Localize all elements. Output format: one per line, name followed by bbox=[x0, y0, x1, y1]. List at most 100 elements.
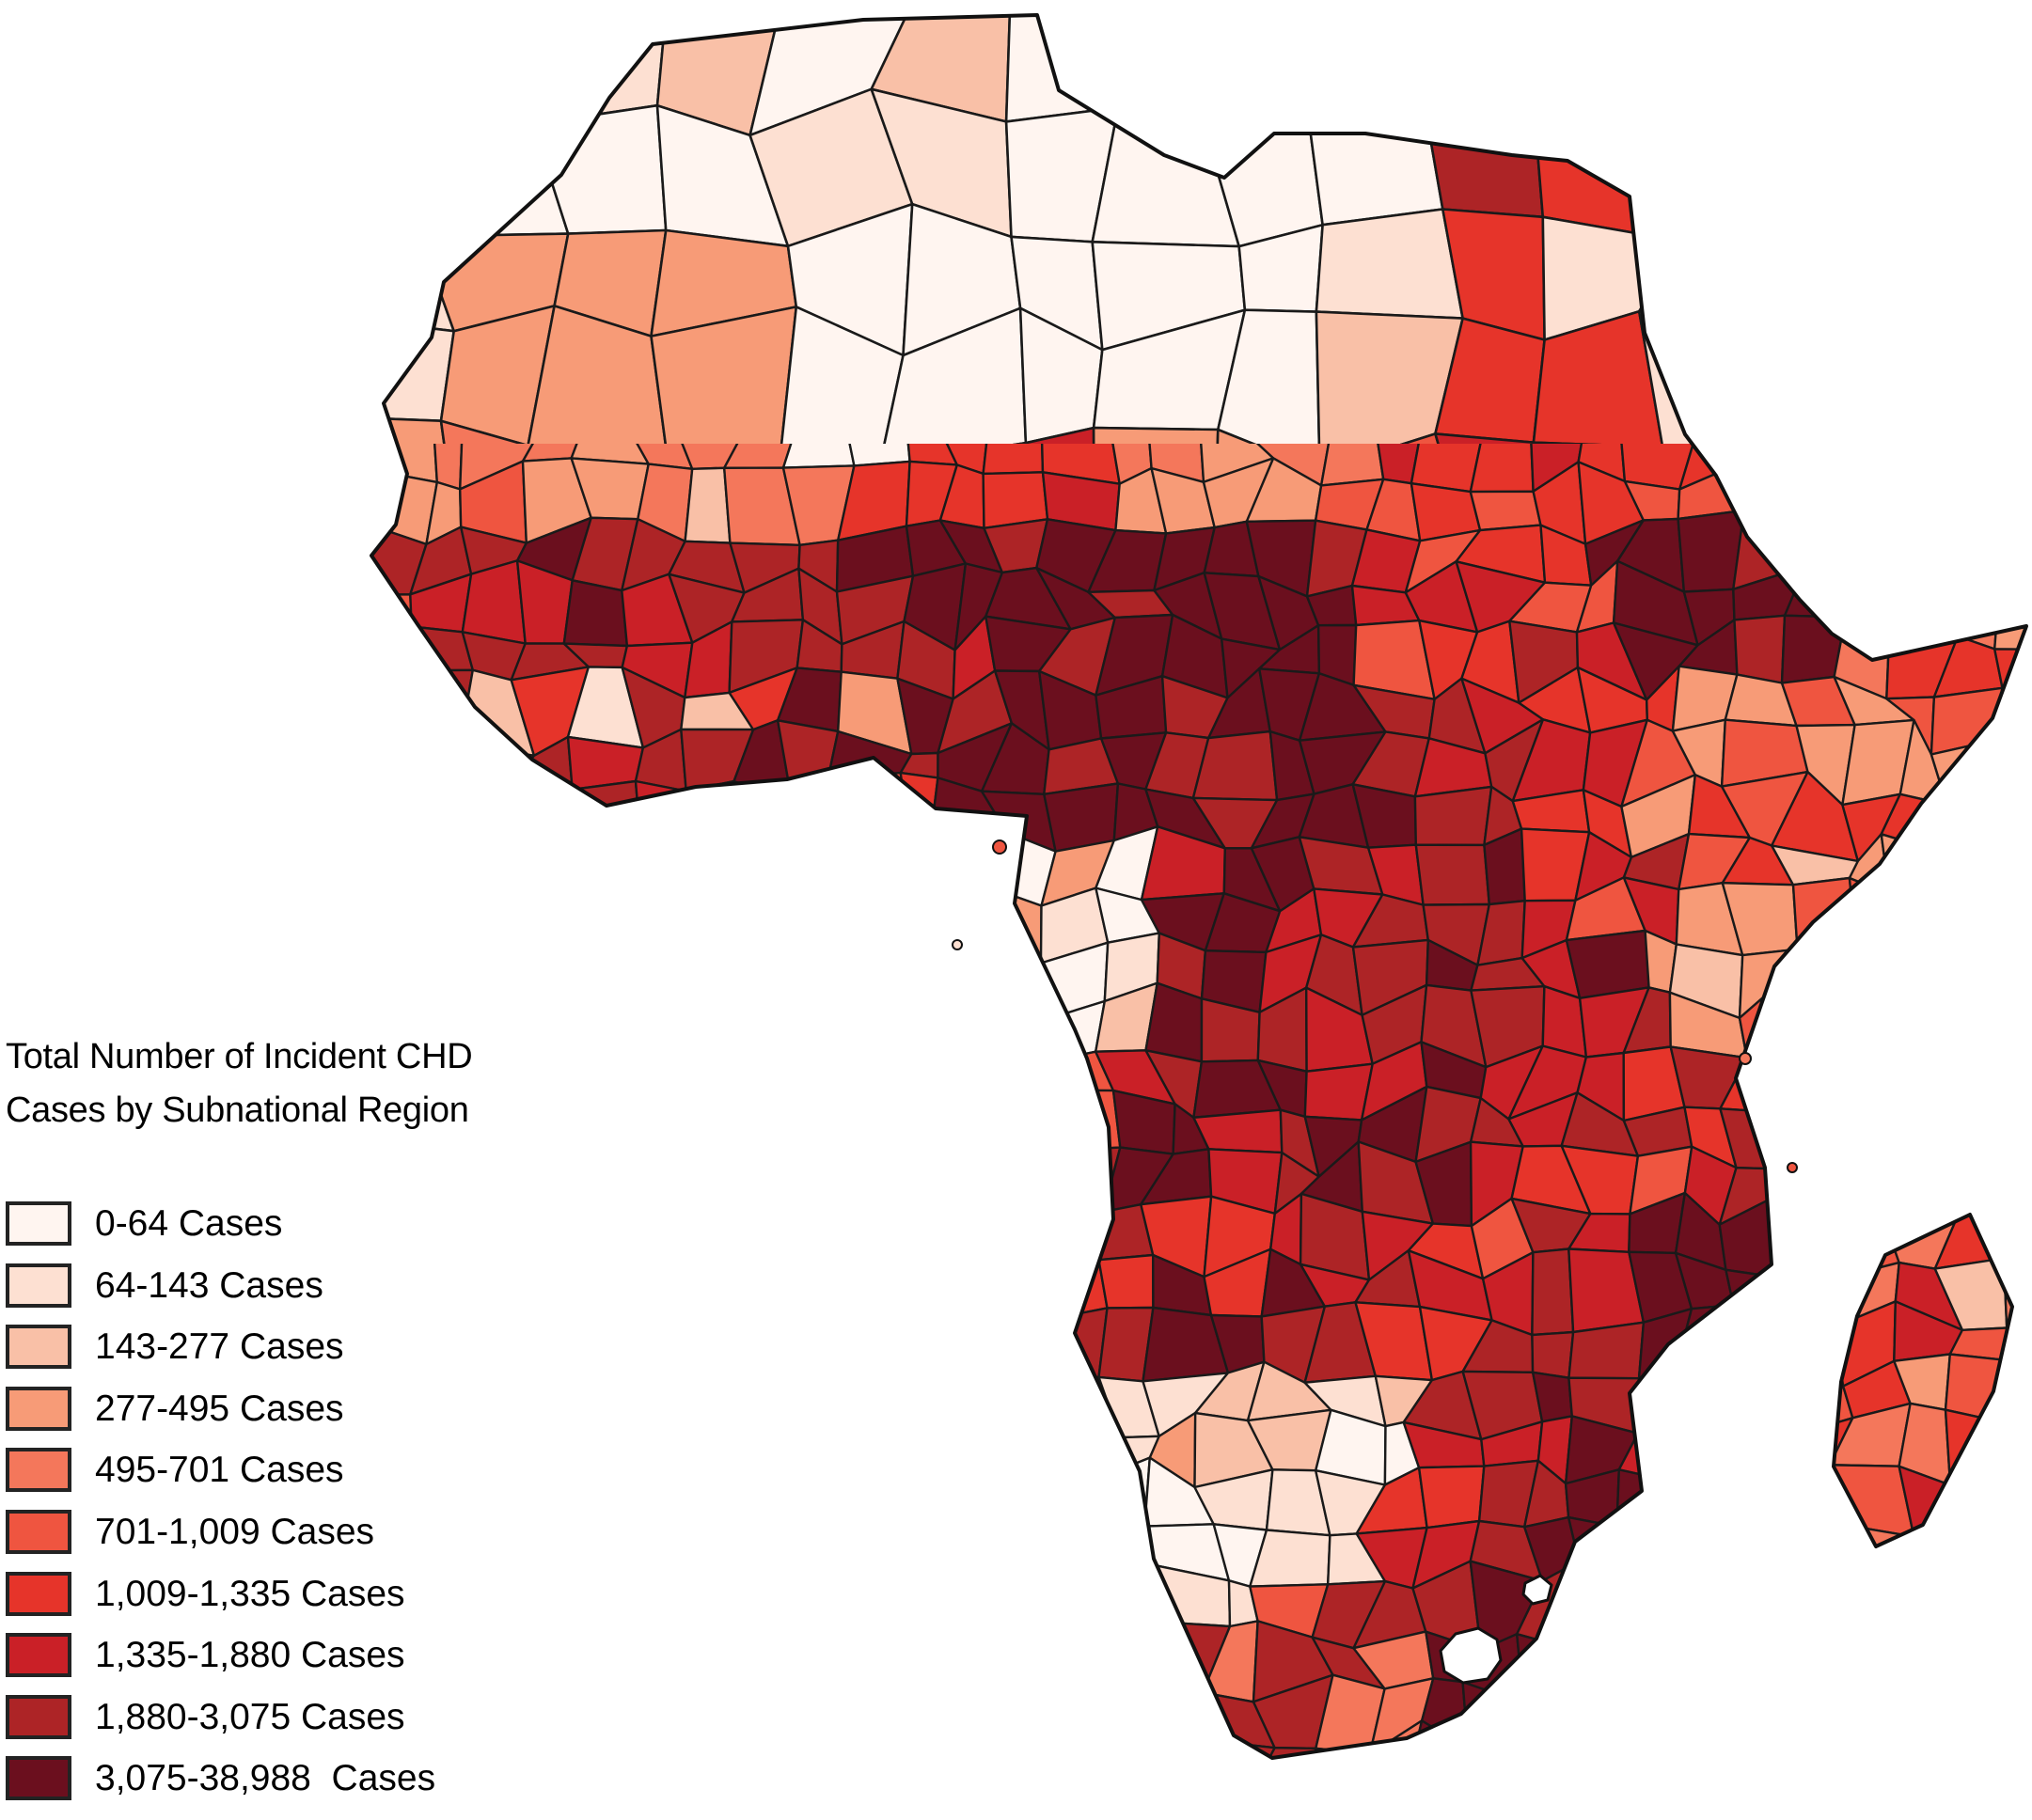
legend-item: 1,335-1,880 Cases bbox=[6, 1633, 720, 1678]
subnational-region bbox=[511, 928, 599, 1003]
subnational-region bbox=[1730, 1632, 1805, 1704]
subnational-region bbox=[562, 579, 629, 648]
subnational-region bbox=[410, 878, 468, 947]
subnational-region bbox=[1425, 15, 1546, 130]
subnational-region bbox=[1956, 1589, 1992, 1639]
subnational-region bbox=[1509, 1728, 1571, 1758]
subnational-region bbox=[901, 1466, 967, 1526]
subnational-region bbox=[371, 94, 450, 238]
subnational-region bbox=[530, 0, 689, 6]
subnational-region bbox=[1635, 15, 1772, 21]
subnational-region bbox=[1772, 1196, 1860, 1283]
subnational-region bbox=[378, 791, 440, 846]
subnational-region bbox=[1092, 1563, 1156, 1635]
subnational-region bbox=[1982, 770, 2026, 840]
subnational-region bbox=[779, 306, 905, 444]
subnational-region bbox=[1142, 1740, 1219, 1758]
subnational-region bbox=[1849, 1524, 1915, 1595]
subnational-region bbox=[1876, 1087, 1961, 1169]
subnational-region bbox=[798, 1697, 843, 1746]
subnational-region bbox=[1939, 940, 1994, 1011]
subnational-region bbox=[983, 1192, 1061, 1276]
subnational-region bbox=[1058, 1564, 1100, 1639]
subnational-region bbox=[612, 929, 685, 993]
subnational-region bbox=[1666, 1672, 1744, 1741]
subnational-region bbox=[1461, 1680, 1525, 1750]
legend-label: 1,880-3,075 Cases bbox=[95, 1696, 405, 1737]
subnational-region bbox=[1043, 1460, 1124, 1524]
subnational-region bbox=[1725, 1509, 1809, 1593]
subnational-region bbox=[1862, 439, 2018, 444]
subnational-region bbox=[1841, 360, 1896, 421]
subnational-region bbox=[1724, 367, 1796, 432]
subnational-region bbox=[735, 1511, 807, 1584]
subnational-region bbox=[1673, 1454, 1749, 1531]
coastline bbox=[1832, 1213, 2014, 1548]
legend-swatch bbox=[6, 1263, 71, 1308]
subnational-region bbox=[1982, 462, 2026, 526]
subnational-region bbox=[732, 779, 797, 840]
subnational-region bbox=[1825, 1733, 1912, 1758]
subnational-region bbox=[825, 1507, 904, 1600]
subnational-region bbox=[371, 457, 381, 529]
subnational-region bbox=[1728, 1420, 1807, 1483]
subnational-region bbox=[418, 794, 483, 846]
subnational-region bbox=[1097, 1521, 1156, 1570]
subnational-region bbox=[1532, 309, 1664, 444]
subnational-region bbox=[940, 1411, 991, 1471]
subnational-region bbox=[684, 466, 732, 544]
subnational-region bbox=[1943, 523, 2001, 584]
subnational-region bbox=[1255, 1746, 1318, 1758]
subnational-region bbox=[1892, 1589, 1965, 1632]
subnational-region bbox=[1675, 1718, 1744, 1758]
subnational-region bbox=[1943, 1728, 2014, 1758]
subnational-region bbox=[1746, 15, 1902, 126]
subnational-region bbox=[511, 880, 599, 959]
subnational-region bbox=[1835, 953, 1898, 1010]
subnational-region bbox=[1730, 1672, 1801, 1749]
subnational-region bbox=[1615, 1568, 1702, 1647]
legend-swatch bbox=[6, 1633, 71, 1678]
subnational-region bbox=[825, 1267, 905, 1330]
subnational-region bbox=[1785, 444, 1843, 484]
legend-swatch bbox=[6, 1509, 71, 1554]
subnational-region bbox=[887, 1219, 959, 1281]
subnational-region bbox=[1572, 1560, 1623, 1652]
subnational-region bbox=[829, 1466, 906, 1536]
subnational-region bbox=[1839, 444, 1886, 484]
subnational-region bbox=[939, 1691, 1000, 1738]
subnational-region bbox=[878, 823, 964, 895]
subnational-region bbox=[1795, 1683, 1853, 1749]
subnational-region bbox=[1824, 1055, 1905, 1098]
subnational-region bbox=[994, 1564, 1065, 1644]
subnational-region bbox=[526, 833, 587, 888]
subnational-region bbox=[828, 1620, 898, 1701]
subnational-region bbox=[944, 886, 990, 964]
subnational-region bbox=[1080, 15, 1249, 27]
legend-swatch bbox=[6, 1571, 71, 1616]
subnational-region bbox=[984, 1303, 1051, 1379]
subnational-region bbox=[1945, 779, 2013, 857]
subnational-region bbox=[736, 883, 805, 946]
legend-item: 277-495 Cases bbox=[6, 1386, 720, 1431]
subnational-region bbox=[371, 564, 387, 651]
subnational-region bbox=[371, 415, 458, 444]
legend-label: 277-495 Cases bbox=[95, 1388, 344, 1429]
subnational-region bbox=[371, 15, 456, 112]
subnational-region bbox=[1668, 1420, 1749, 1488]
subnational-region bbox=[1984, 944, 2026, 1011]
subnational-region bbox=[1142, 1681, 1219, 1755]
subnational-region bbox=[893, 946, 947, 1018]
subnational-region bbox=[1097, 1750, 1168, 1758]
subnational-region bbox=[1413, 785, 1493, 847]
subnational-region bbox=[1798, 1615, 1853, 1704]
subnational-region bbox=[1899, 1738, 1957, 1758]
subnational-region bbox=[1984, 510, 2026, 584]
subnational-region bbox=[828, 937, 912, 1001]
subnational-region bbox=[2011, 1093, 2026, 1179]
island bbox=[1739, 1052, 1752, 1065]
subnational-region bbox=[947, 1721, 1011, 1758]
subnational-region bbox=[1889, 940, 1953, 1010]
subnational-region bbox=[984, 1373, 1051, 1424]
subnational-region bbox=[1889, 1001, 1953, 1059]
